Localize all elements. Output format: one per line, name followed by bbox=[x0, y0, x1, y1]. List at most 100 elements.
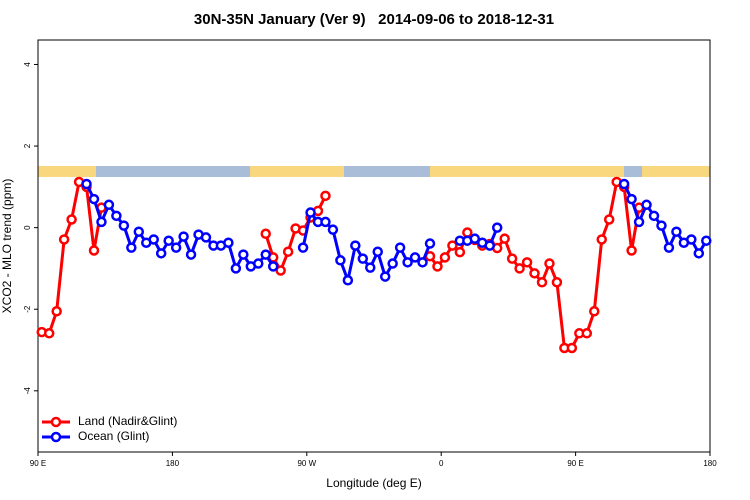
point bbox=[491, 222, 503, 233]
land-ocean-strip bbox=[38, 166, 710, 177]
point bbox=[178, 231, 189, 242]
point bbox=[417, 257, 428, 268]
point bbox=[58, 234, 70, 245]
x-tick-label: 90 E bbox=[30, 459, 46, 468]
point bbox=[81, 178, 92, 190]
point bbox=[521, 257, 533, 268]
point bbox=[618, 178, 630, 190]
point bbox=[185, 249, 197, 260]
point bbox=[372, 246, 383, 257]
ocean-strip bbox=[38, 166, 710, 177]
point bbox=[297, 242, 309, 253]
x-tick-label: 180 bbox=[166, 459, 180, 468]
point bbox=[648, 210, 660, 222]
point bbox=[529, 268, 540, 279]
point bbox=[409, 252, 421, 263]
point bbox=[43, 328, 55, 339]
point bbox=[282, 246, 294, 257]
x-tick-label: 180 bbox=[703, 459, 717, 468]
point bbox=[148, 234, 159, 245]
point bbox=[693, 248, 705, 259]
point bbox=[514, 263, 525, 274]
y-tick-label: 4 bbox=[23, 62, 32, 67]
point bbox=[701, 235, 712, 246]
point bbox=[96, 216, 107, 228]
point bbox=[387, 258, 398, 269]
point bbox=[626, 245, 637, 256]
point bbox=[230, 263, 242, 274]
point bbox=[335, 255, 346, 266]
y-tick-label: 0 bbox=[23, 225, 32, 230]
point bbox=[163, 235, 174, 246]
point bbox=[357, 253, 369, 264]
point bbox=[589, 306, 600, 317]
point bbox=[626, 193, 637, 205]
point bbox=[633, 216, 645, 228]
point bbox=[663, 242, 675, 253]
point bbox=[200, 232, 212, 243]
legend-label: Ocean (Glint) bbox=[78, 429, 149, 443]
point bbox=[126, 242, 137, 253]
point bbox=[402, 257, 413, 268]
point bbox=[320, 216, 331, 228]
point bbox=[596, 234, 607, 245]
point bbox=[267, 261, 279, 272]
legend-marker bbox=[50, 431, 62, 443]
point bbox=[260, 228, 271, 240]
point bbox=[170, 242, 182, 253]
point bbox=[111, 210, 122, 222]
point bbox=[365, 262, 376, 273]
land-strip bbox=[250, 166, 344, 177]
point bbox=[118, 220, 130, 231]
legend-marker bbox=[50, 416, 62, 428]
point bbox=[260, 249, 271, 260]
point bbox=[342, 275, 354, 286]
point bbox=[223, 237, 234, 248]
point bbox=[686, 234, 697, 245]
point bbox=[536, 277, 548, 288]
point bbox=[350, 240, 361, 251]
point bbox=[320, 190, 331, 202]
point bbox=[439, 252, 451, 263]
point bbox=[469, 233, 481, 244]
point bbox=[275, 265, 286, 276]
series bbox=[81, 178, 712, 286]
x-tick-label: 90 W bbox=[297, 459, 316, 468]
point bbox=[66, 214, 77, 225]
point bbox=[581, 328, 593, 339]
legend: Land (Nadir&Glint)Ocean (Glint) bbox=[42, 414, 177, 443]
point bbox=[641, 199, 652, 211]
point bbox=[506, 253, 518, 264]
point bbox=[566, 342, 578, 354]
point bbox=[379, 271, 391, 282]
point bbox=[454, 246, 466, 258]
x-tick-label: 0 bbox=[439, 459, 444, 468]
point bbox=[51, 306, 62, 317]
point bbox=[305, 207, 316, 218]
point bbox=[424, 238, 436, 249]
y-tick-label: -4 bbox=[23, 387, 32, 395]
point bbox=[603, 214, 615, 225]
y-tick-label: 2 bbox=[23, 143, 32, 148]
land-strip bbox=[38, 166, 96, 177]
y-tick-label: -2 bbox=[23, 305, 32, 313]
point bbox=[133, 226, 145, 237]
point bbox=[499, 233, 510, 244]
y-axis-label: XCO2 - MLO trend (ppm) bbox=[0, 179, 14, 314]
point bbox=[253, 258, 264, 269]
point bbox=[394, 242, 406, 253]
point bbox=[462, 227, 473, 238]
point bbox=[103, 199, 115, 211]
point bbox=[238, 249, 249, 260]
point bbox=[671, 226, 682, 237]
land-strip bbox=[642, 166, 710, 177]
chart-title: 30N-35N January (Ver 9) 2014-09-06 to 20… bbox=[194, 11, 554, 28]
point bbox=[432, 261, 443, 272]
point bbox=[155, 248, 167, 259]
point bbox=[447, 240, 458, 251]
point bbox=[551, 277, 563, 288]
point bbox=[544, 258, 555, 269]
point bbox=[88, 245, 100, 256]
x-axis-label: Longitude (deg E) bbox=[326, 476, 421, 490]
